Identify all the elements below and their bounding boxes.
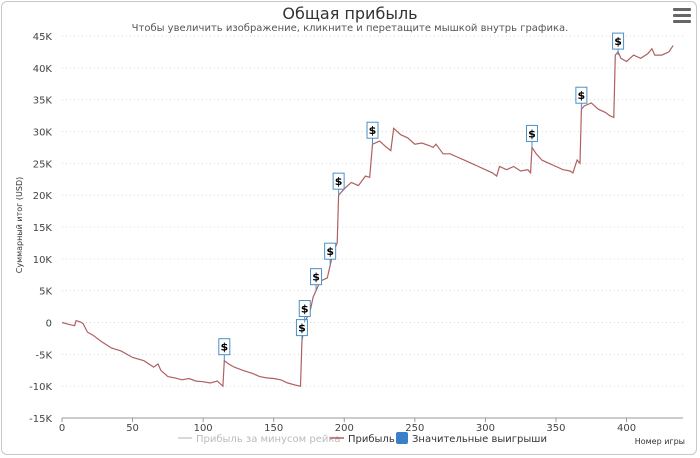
big-win-marker-label: $ [220,341,228,354]
legend-label-big-wins: Значительные выигрыши [412,434,547,445]
big-win-marker-label: $ [614,35,622,48]
big-win-marker-label: $ [326,245,334,258]
big-win-marker[interactable]: $ [525,124,538,148]
big-win-marker-box [332,172,345,190]
big-win-marker-box [612,32,625,50]
profit-line [61,45,674,388]
big-win-marker[interactable]: $ [332,172,345,196]
y-tick-label: 5K [39,287,52,298]
x-tick-label: 400 [617,423,636,434]
big-win-marker[interactable]: $ [295,319,308,342]
x-tick-label: 200 [335,423,354,434]
big-win-marker-label: $ [335,175,343,188]
legend-item-net-profit[interactable]: Прибыль за минусом рейка [178,434,341,445]
x-tick-label: 250 [405,423,424,434]
y-tick-label: -15K [29,414,52,425]
big-win-marker-box [295,319,308,337]
big-win-marker[interactable]: $ [218,338,231,361]
y-tick-label: 20K [33,191,53,202]
big-win-marker[interactable]: $ [575,86,588,110]
big-win-marker-label: $ [528,127,536,140]
big-win-marker-label: $ [312,271,320,284]
x-tick-label: 150 [264,423,283,434]
x-tick-label: 350 [546,423,565,434]
y-tick-label: 40K [33,64,53,75]
big-win-marker-box [575,86,588,104]
big-win-marker[interactable]: $ [324,242,337,266]
big-win-marker[interactable]: $ [612,32,625,56]
x-tick-label: 50 [126,423,139,434]
big-win-marker-box [324,242,337,260]
big-win-marker-label: $ [369,124,377,137]
big-win-marker-label: $ [301,303,309,316]
big-win-marker-box [218,338,231,356]
legend-item-profit[interactable]: Прибыль [330,434,395,445]
x-tick-label: 0 [59,423,65,434]
hamburger-menu-icon[interactable] [673,8,691,24]
legend: Прибыль за минусом рейка Прибыль Значите… [178,432,547,445]
big-win-marker-box [310,268,323,286]
legend-item-big-wins[interactable]: Значительные выигрыши [396,432,547,445]
y-tick-label: -5K [35,350,52,361]
big-win-marker[interactable]: $ [366,121,379,145]
big-win-marker-label: $ [578,89,586,102]
x-tick-label: 300 [476,423,495,434]
x-axis-title: Номер игры [635,437,685,446]
y-tick-label: 15K [33,223,53,234]
y-tick-label: 30K [33,128,53,139]
big-win-marker[interactable]: $ [298,300,311,323]
big-win-marker-label: $ [298,322,306,335]
big-win-marker-box [298,300,311,317]
chart-subtitle: Чтобы увеличить изображение, кликните и … [131,23,569,34]
x-tick-label: 100 [194,423,213,434]
big-win-marker-box [366,121,379,139]
big-win-marker-box [525,124,538,142]
y-tick-label: 25K [33,159,53,170]
y-tick-label: -10K [29,382,52,393]
big-win-marker[interactable]: $ [310,268,323,291]
legend-label-profit: Прибыль [348,434,395,445]
y-tick-label: 45K [33,32,53,43]
chart-title: Общая прибыль [282,4,418,23]
legend-label-net-profit: Прибыль за минусом рейка [196,434,341,445]
y-tick-label: 10K [33,255,53,266]
y-tick-label: 0 [46,319,52,330]
y-tick-label: 35K [33,96,53,107]
y-axis-title: Суммарный итог (USD) [15,177,24,274]
